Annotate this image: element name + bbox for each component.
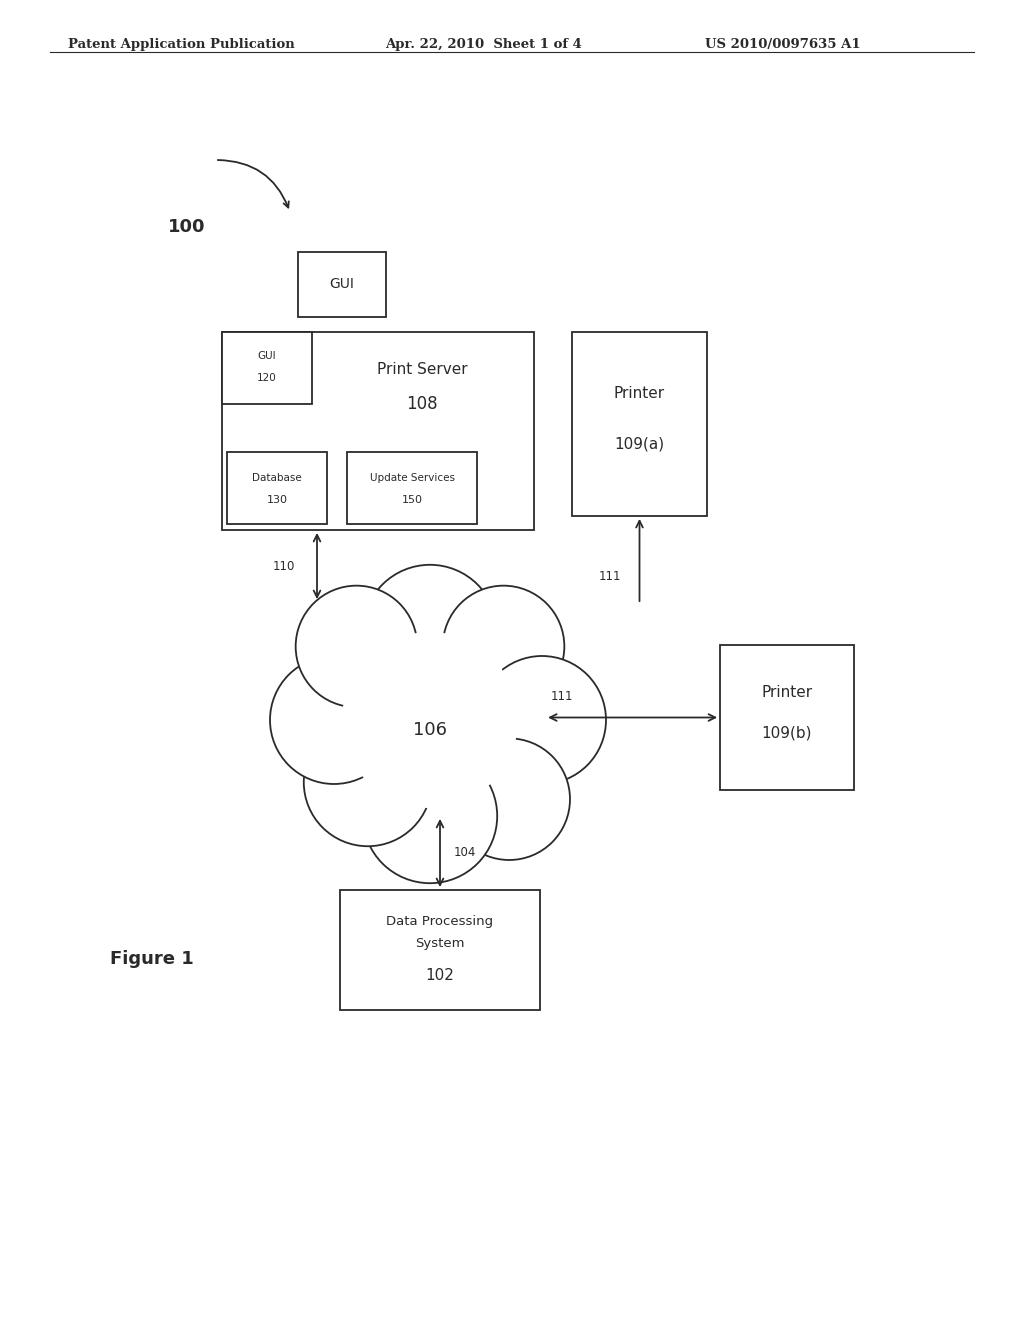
Text: 120: 120 <box>257 374 276 383</box>
Circle shape <box>449 738 570 861</box>
Text: Printer: Printer <box>762 685 813 700</box>
Text: US 2010/0097635 A1: US 2010/0097635 A1 <box>705 38 860 51</box>
Circle shape <box>342 632 518 808</box>
Text: GUI: GUI <box>330 277 354 292</box>
Text: Data Processing: Data Processing <box>386 916 494 928</box>
Text: 109(b): 109(b) <box>762 725 812 741</box>
Text: 102: 102 <box>426 968 455 982</box>
Bar <box>227 451 327 524</box>
Bar <box>720 645 854 789</box>
Text: System: System <box>416 937 465 950</box>
Text: 108: 108 <box>407 395 438 413</box>
Text: Patent Application Publication: Patent Application Publication <box>68 38 295 51</box>
Text: 104: 104 <box>454 846 476 859</box>
Circle shape <box>270 656 398 784</box>
Text: Apr. 22, 2010  Sheet 1 of 4: Apr. 22, 2010 Sheet 1 of 4 <box>385 38 582 51</box>
Text: Printer: Printer <box>614 387 665 401</box>
Text: Update Services: Update Services <box>370 473 455 483</box>
Bar <box>347 451 477 524</box>
Text: 110: 110 <box>272 560 295 573</box>
Text: 130: 130 <box>266 495 288 506</box>
Circle shape <box>304 718 432 846</box>
Circle shape <box>442 586 564 708</box>
Text: 150: 150 <box>401 495 423 506</box>
Text: 111: 111 <box>550 690 572 704</box>
Text: 100: 100 <box>168 218 206 236</box>
Circle shape <box>362 565 498 700</box>
Bar <box>340 890 540 1010</box>
Bar <box>222 333 534 531</box>
Text: Figure 1: Figure 1 <box>110 950 194 968</box>
Circle shape <box>362 748 498 883</box>
Bar <box>298 252 386 317</box>
Text: GUI: GUI <box>258 351 276 360</box>
Text: Database: Database <box>252 473 302 483</box>
Text: 109(a): 109(a) <box>614 437 665 451</box>
Circle shape <box>296 586 417 708</box>
Circle shape <box>478 656 606 784</box>
Text: Print Server: Print Server <box>377 363 467 378</box>
Text: 111: 111 <box>599 570 622 583</box>
Bar <box>572 333 707 516</box>
Text: 106: 106 <box>413 721 447 739</box>
Bar <box>222 333 312 404</box>
